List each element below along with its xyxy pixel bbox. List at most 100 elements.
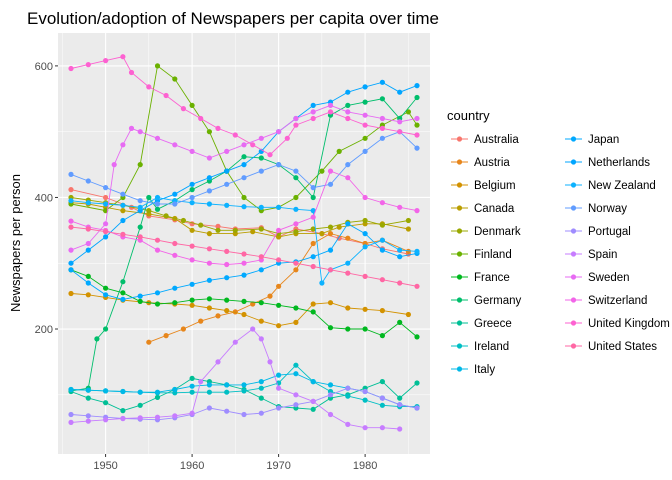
data-point — [120, 208, 126, 214]
data-point — [120, 415, 126, 422]
data-point — [258, 254, 264, 260]
data-point — [379, 402, 385, 408]
data-point — [414, 208, 420, 214]
data-point — [103, 185, 109, 191]
data-point — [276, 323, 282, 329]
data-point — [189, 227, 195, 233]
data-point — [336, 148, 342, 154]
data-point — [327, 411, 334, 418]
data-point — [414, 283, 420, 289]
data-point — [241, 298, 247, 304]
data-point — [345, 326, 351, 332]
y-tick-label: 600 — [35, 61, 53, 73]
legend-key-point — [570, 228, 577, 234]
data-point — [327, 181, 334, 187]
data-point — [154, 247, 161, 253]
data-point — [68, 218, 74, 224]
data-point — [120, 202, 126, 208]
data-point — [258, 155, 264, 161]
data-point — [362, 122, 368, 128]
data-point — [68, 187, 74, 193]
data-point — [154, 237, 161, 243]
data-point — [397, 204, 403, 210]
legend-label-switzerland: Switzerland — [588, 295, 647, 307]
data-point — [362, 326, 368, 332]
data-point — [327, 168, 334, 174]
data-point — [327, 231, 334, 237]
data-point — [172, 240, 178, 247]
data-point — [198, 318, 204, 324]
data-point — [414, 132, 420, 138]
data-point — [310, 309, 316, 315]
data-point — [310, 102, 316, 108]
legend-label-japan: Japan — [588, 134, 619, 146]
data-point — [310, 185, 316, 191]
legend-key-finland — [451, 251, 468, 257]
data-point — [85, 226, 91, 232]
data-point — [345, 162, 351, 168]
legend-key-point — [570, 136, 577, 142]
data-point — [310, 194, 316, 201]
data-point — [189, 181, 195, 187]
data-point — [154, 394, 161, 400]
data-point — [362, 273, 368, 279]
data-point — [68, 171, 74, 177]
data-point — [68, 419, 74, 425]
legend-label-australia: Australia — [474, 134, 519, 146]
data-point — [85, 395, 91, 401]
data-point — [397, 254, 403, 260]
legend-label-france: France — [474, 272, 510, 284]
data-point — [206, 129, 212, 135]
data-point — [198, 115, 204, 122]
data-point — [68, 411, 74, 418]
data-point — [397, 119, 403, 125]
data-point — [345, 221, 351, 227]
data-point — [103, 388, 109, 394]
x-axis: 1950 1960 1970 1980 — [93, 454, 377, 472]
data-point — [68, 224, 74, 230]
data-point — [241, 204, 247, 210]
data-point — [215, 125, 221, 131]
data-point — [276, 385, 282, 391]
data-point — [327, 247, 334, 253]
series-sweden — [68, 102, 420, 253]
data-point — [362, 231, 368, 237]
legend-key-united-kingdom — [565, 320, 582, 326]
legend-key-italy — [451, 366, 468, 372]
legend-title: country — [447, 108, 490, 123]
data-point — [68, 247, 74, 253]
legend-key-france — [451, 274, 468, 280]
data-point — [128, 125, 135, 131]
series-norway — [68, 129, 420, 207]
data-point — [258, 300, 264, 306]
data-point — [327, 325, 334, 331]
data-point — [405, 311, 411, 318]
data-point — [103, 292, 109, 298]
legend-key-ireland — [451, 343, 468, 349]
data-point — [189, 297, 195, 303]
data-point — [397, 280, 403, 286]
data-point — [189, 200, 195, 206]
legend-key-denmark — [451, 228, 468, 234]
data-point — [68, 386, 74, 393]
legend-label-belgium: Belgium — [474, 180, 516, 192]
data-point — [154, 389, 161, 395]
data-point — [267, 359, 273, 365]
data-point — [146, 194, 152, 201]
data-point — [163, 92, 169, 99]
data-point — [293, 260, 299, 266]
data-point — [172, 300, 178, 306]
data-point — [103, 400, 109, 406]
legend-key-point — [456, 136, 463, 142]
data-point — [224, 202, 230, 208]
data-point — [163, 333, 169, 339]
data-point — [241, 154, 247, 160]
data-point — [293, 122, 299, 128]
data-point — [276, 204, 282, 210]
legend-label-spain: Spain — [588, 249, 617, 261]
legend-label-greece: Greece — [474, 318, 512, 330]
data-point — [293, 206, 299, 212]
data-point — [163, 213, 169, 219]
data-point — [258, 410, 264, 416]
data-point — [189, 410, 195, 416]
